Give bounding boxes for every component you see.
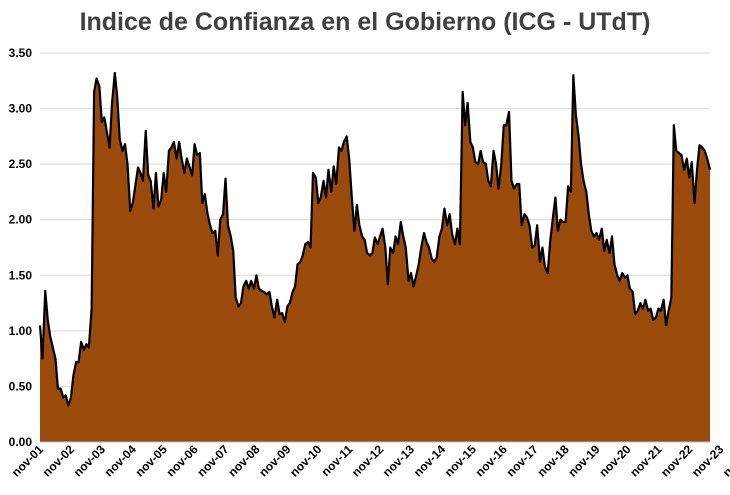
x-tick-label: nov-20 — [596, 442, 633, 479]
x-tick-label: nov-18 — [534, 442, 571, 479]
x-tick-label: nov-09 — [256, 442, 293, 479]
x-tick-label: nov-13 — [380, 442, 417, 479]
x-tick-label: nov-19 — [565, 442, 602, 479]
y-tick-label: 1.50 — [9, 268, 33, 282]
x-tick-label: nov-17 — [504, 442, 541, 479]
x-tick-label: nov-14 — [411, 442, 448, 479]
y-tick-label: 2.50 — [9, 157, 33, 171]
series-line — [38, 71, 712, 407]
x-tick-label: nov-03 — [71, 442, 108, 479]
x-tick-label: nov-02 — [40, 442, 77, 479]
x-tick-label: nov-16 — [473, 442, 510, 479]
chart-title: Indice de Confianza en el Gobierno (ICG … — [79, 8, 651, 36]
x-tick-label: nov-07 — [194, 442, 231, 479]
x-tick-label: nov-11 — [319, 442, 356, 479]
x-tick-label: nov-21 — [627, 442, 664, 479]
x-tick-label: nov-08 — [225, 442, 262, 479]
x-tick-label: nov-23 — [689, 442, 726, 479]
y-tick-label: 0.50 — [9, 379, 33, 393]
x-tick-label: nov-22 — [658, 442, 695, 479]
y-tick-label: 1.00 — [9, 324, 33, 338]
x-tick-label: nov-06 — [163, 442, 200, 479]
x-tick-label: nov-05 — [133, 442, 170, 479]
x-tick-label: nov-04 — [102, 442, 139, 479]
y-tick-label: 3.50 — [9, 46, 33, 60]
y-tick-label: 2.00 — [9, 213, 33, 227]
area-fill — [40, 73, 710, 442]
y-tick-label: 0.00 — [9, 435, 33, 449]
x-tick-label: nov-15 — [442, 442, 479, 479]
y-tick-label: 3.00 — [9, 102, 33, 116]
x-tick-label: nov-12 — [349, 442, 386, 479]
x-tick-label: nov-10 — [287, 442, 324, 479]
